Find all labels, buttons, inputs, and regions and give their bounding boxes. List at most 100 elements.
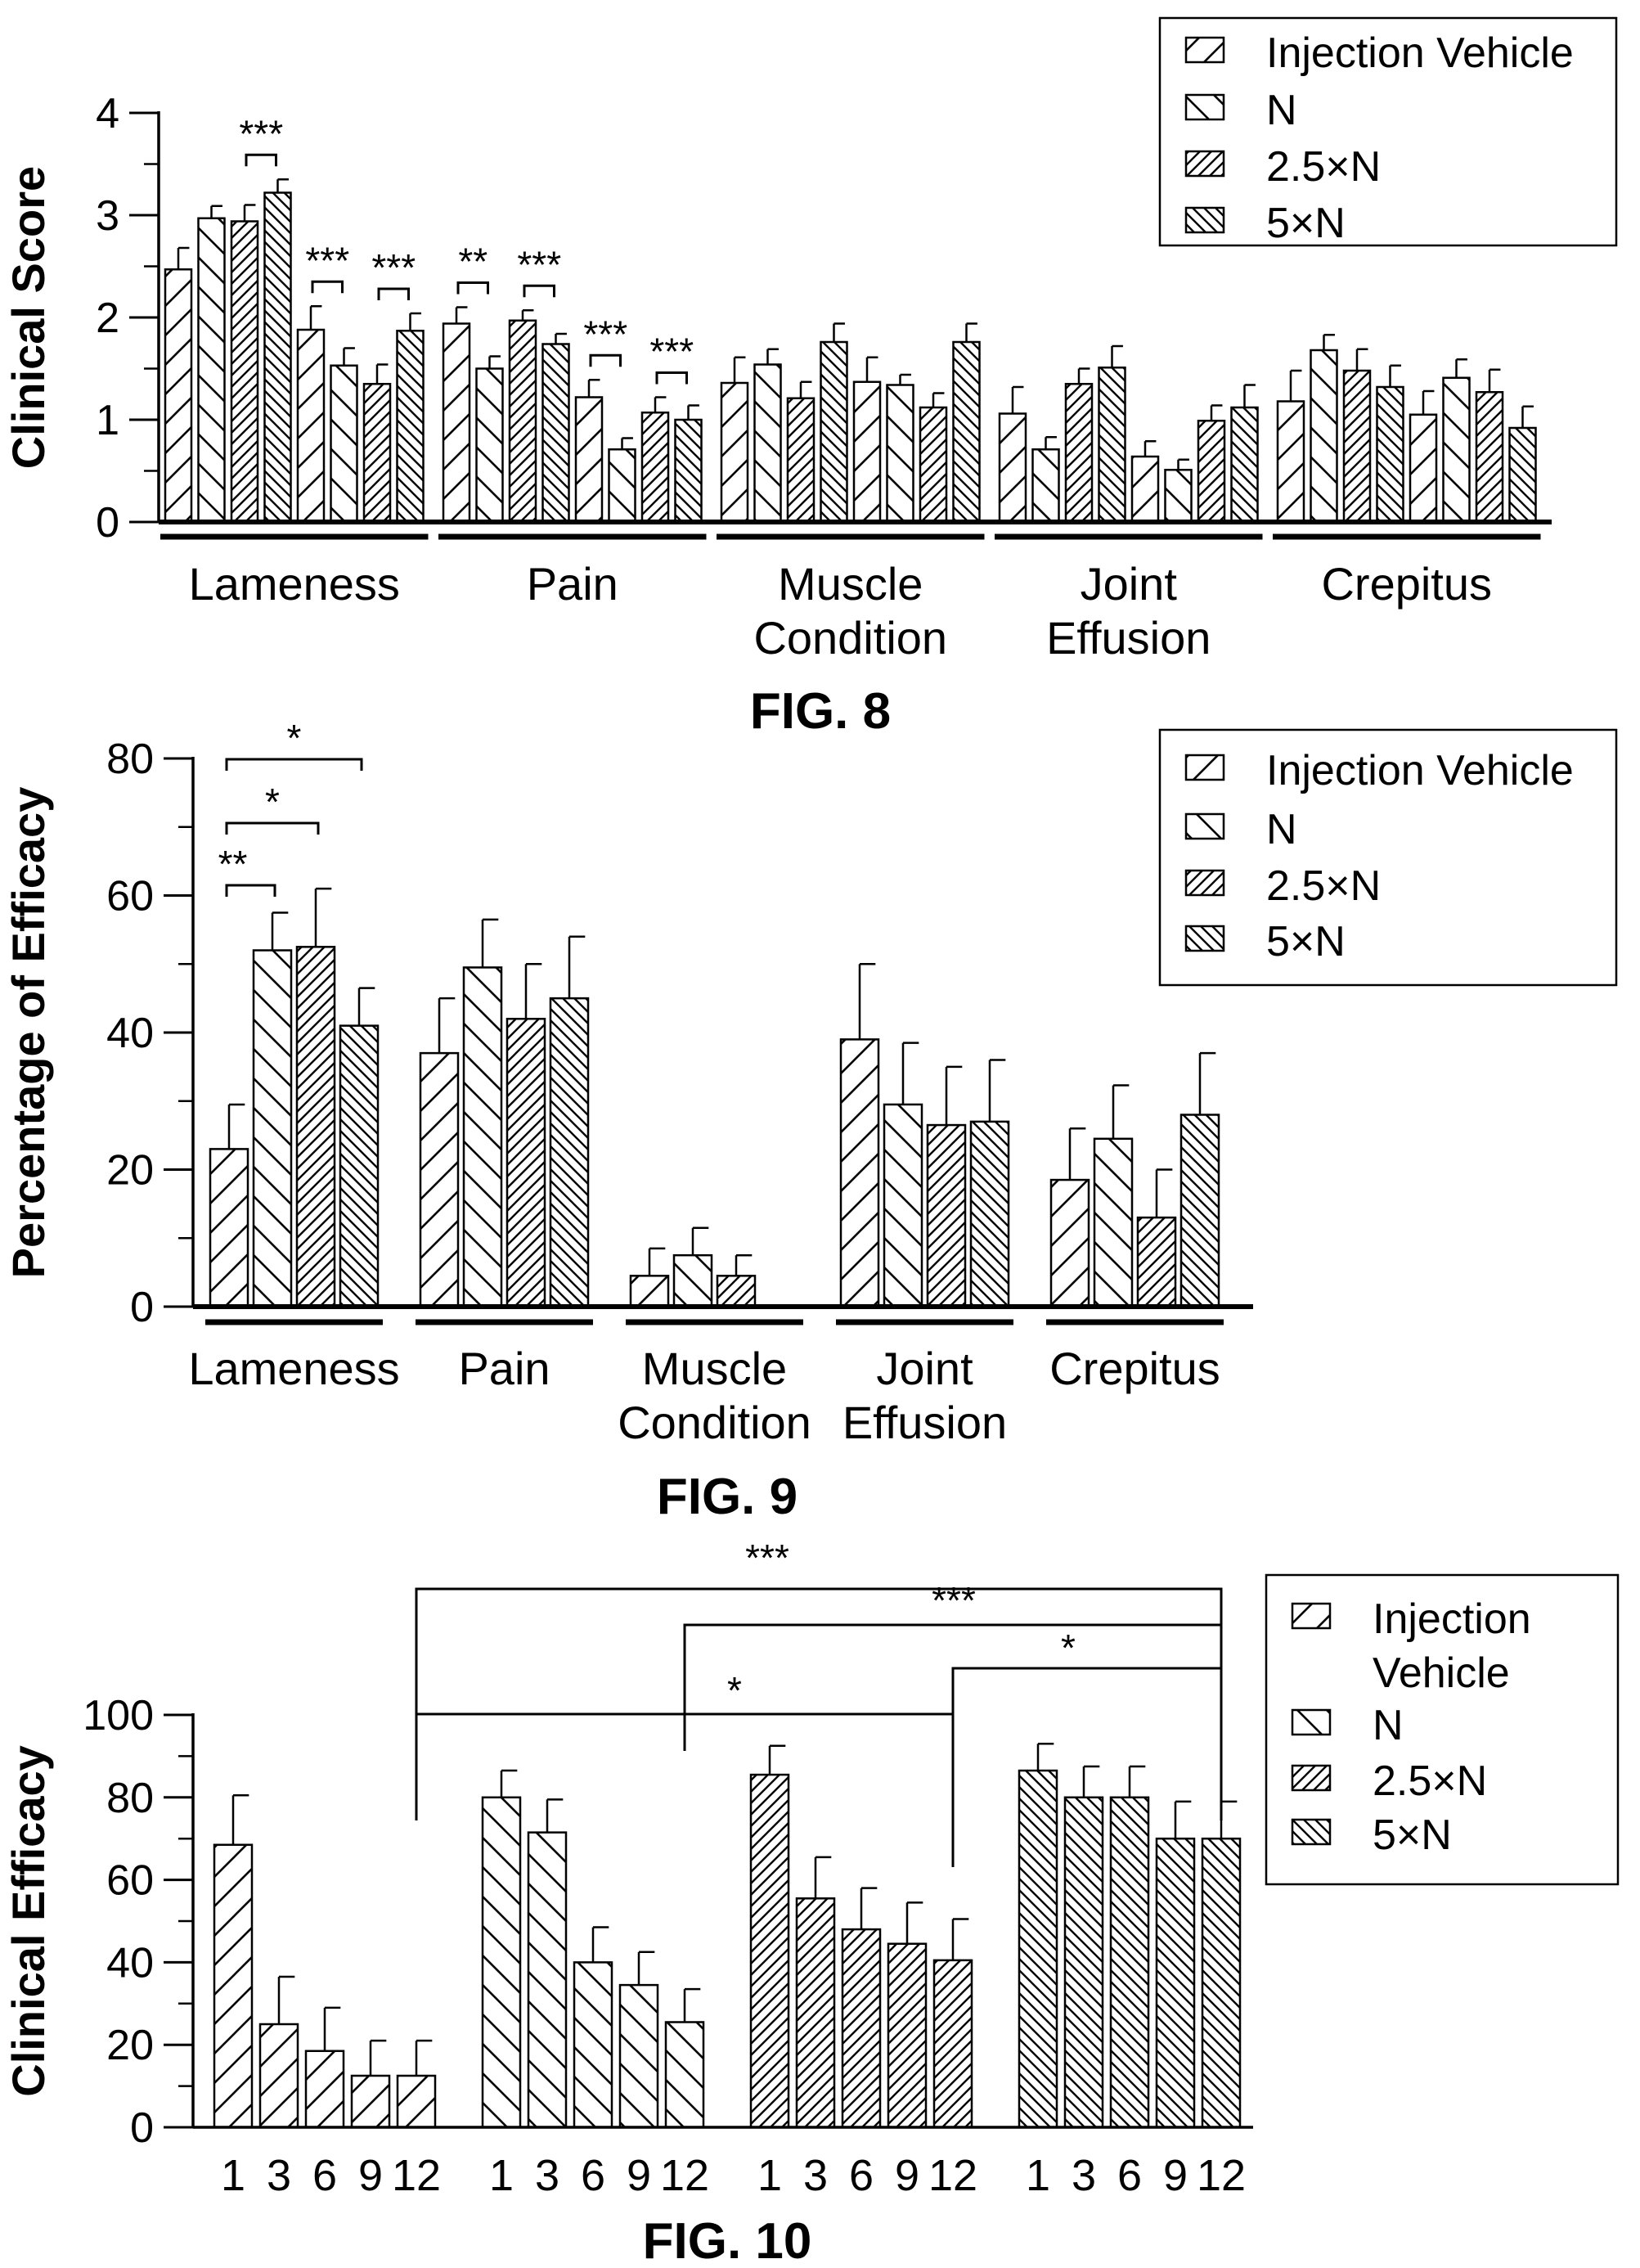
bar <box>998 412 1027 524</box>
bar <box>442 322 471 524</box>
legend: Injection Vehicle N 2.5×N 5×N <box>1158 16 1618 247</box>
bar <box>1409 413 1438 524</box>
significance-bracket <box>415 1587 1223 1820</box>
bar <box>1093 1137 1134 1308</box>
group-label: Lameness <box>189 558 400 610</box>
y-tick-label: 20 <box>106 1147 154 1195</box>
bar <box>527 1831 568 2129</box>
bar <box>919 406 948 524</box>
bar <box>753 363 782 524</box>
y-tick-label: 100 <box>83 1692 154 1739</box>
bar <box>1442 376 1471 524</box>
legend-label: N <box>1266 806 1297 853</box>
bar <box>1031 448 1060 524</box>
bar <box>886 384 914 524</box>
significance-bracket <box>683 1623 1221 1751</box>
bar <box>926 1123 967 1308</box>
x-tick-label: 3 <box>803 2151 828 2200</box>
group-label: Muscle <box>642 1343 787 1394</box>
group-label: Effusion <box>842 1397 1007 1448</box>
bar <box>1130 455 1160 524</box>
bar <box>716 1275 757 1308</box>
bar <box>1376 385 1404 524</box>
legend-label: 5×N <box>1373 1811 1452 1859</box>
bar <box>664 2021 705 2129</box>
legend: Injection Vehicle N 2.5×N 5×N <box>1158 728 1618 987</box>
legend-swatch <box>1184 869 1225 897</box>
legend-swatch <box>1184 93 1225 121</box>
bar <box>258 2023 299 2129</box>
bar <box>952 340 981 524</box>
legend-swatch <box>1184 206 1225 234</box>
y-tick-label: 3 <box>96 192 119 240</box>
group-label: Condition <box>753 612 947 664</box>
y-tick-label: 40 <box>106 1939 154 1987</box>
bar <box>720 381 749 524</box>
x-tick-label: 3 <box>267 2151 291 2200</box>
bar <box>618 1983 659 2129</box>
legend-label: 2.5×N <box>1373 1757 1487 1805</box>
legend: Injection Vehicle N 2.5×N 5×N <box>1265 1573 1620 1886</box>
significance-stars: *** <box>517 243 561 286</box>
x-tick-label: 1 <box>757 2151 782 2200</box>
bar <box>396 330 425 524</box>
significance-stars: *** <box>371 246 416 289</box>
significance-stars: *** <box>239 112 283 155</box>
bar <box>462 966 503 1308</box>
significance-stars: * <box>287 717 302 759</box>
significance-stars: * <box>265 781 280 823</box>
bar <box>969 1120 1010 1308</box>
bar <box>820 340 848 524</box>
bar <box>1342 369 1372 524</box>
bar <box>549 997 590 1308</box>
bar <box>1063 1796 1104 2129</box>
bar <box>1310 349 1338 524</box>
y-tick-label: 0 <box>130 2104 154 2152</box>
bar <box>883 1103 923 1308</box>
bar <box>350 2074 391 2129</box>
group-label: Crepitus <box>1321 558 1492 610</box>
bar <box>263 191 292 524</box>
legend-label: Injection Vehicle <box>1266 747 1574 794</box>
bar <box>230 220 259 524</box>
legend-label: N <box>1373 1702 1404 1749</box>
bar <box>1098 367 1126 524</box>
significance-annotations: ****** *** ** ****** *** <box>239 112 694 385</box>
bar <box>932 1959 973 2129</box>
bar <box>1230 406 1259 524</box>
legend-label: Injection Vehicle <box>1266 29 1574 77</box>
x-tick-label: 12 <box>1197 2151 1246 2200</box>
legend-label: Injection <box>1373 1595 1531 1643</box>
bar <box>1201 1837 1242 2129</box>
group-label: Crepitus <box>1049 1343 1220 1394</box>
y-tick-label: 60 <box>106 873 154 920</box>
bar <box>1064 383 1094 524</box>
significance-bracket <box>225 884 276 897</box>
group-label: Lameness <box>188 1343 399 1394</box>
legend-label: 5×N <box>1266 200 1346 247</box>
significance-bracket <box>589 353 622 367</box>
x-tick-label: 3 <box>1072 2151 1096 2200</box>
significance-bracket <box>225 758 363 771</box>
bar <box>505 1018 546 1308</box>
group-label: Joint <box>1081 558 1178 610</box>
significance-bracket <box>951 1667 1221 1731</box>
bar <box>574 396 604 524</box>
group-label: Effusion <box>1046 612 1211 664</box>
bar <box>295 946 336 1308</box>
bar <box>1164 469 1193 524</box>
bar <box>841 1928 882 2129</box>
legend-box <box>1158 16 1618 247</box>
y-tick-label: 40 <box>106 1010 154 1057</box>
bar <box>213 1843 254 2129</box>
bar <box>749 1773 790 2129</box>
bar <box>674 418 703 524</box>
bar <box>1508 426 1537 524</box>
x-tick-label: 12 <box>392 2151 441 2200</box>
bar <box>672 1253 713 1308</box>
legend-box <box>1158 728 1618 987</box>
x-tick-label: 9 <box>895 2151 919 2200</box>
bar <box>573 1961 613 2129</box>
